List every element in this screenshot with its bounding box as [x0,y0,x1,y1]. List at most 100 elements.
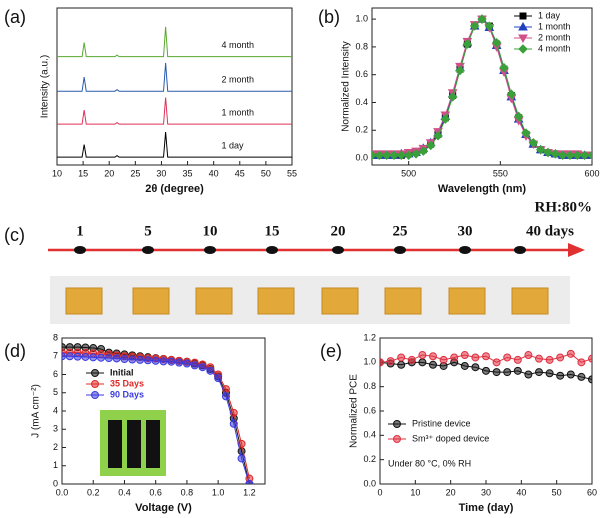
timeline-label: 5 [144,223,152,239]
y-tick-label: 6 [53,369,58,379]
legend-label: Pristine device [412,418,471,428]
data-marker [198,363,207,372]
x-tick-label: 0 [377,487,382,497]
data-marker [518,21,528,31]
data-marker [460,361,469,370]
data-marker [128,355,137,364]
timeline-label: 1 [76,223,84,239]
device-photo [100,410,166,476]
timeline-label: 30 [458,223,473,239]
y-axis-label: Normalized Intensity [341,41,352,132]
data-marker [588,354,592,363]
data-marker [535,368,543,377]
data-marker [81,352,90,361]
x-tick-label: 20 [104,168,114,178]
x-axis-label: Wavelength (nm) [438,183,527,195]
y-tick-label: 0.0 [363,478,376,488]
data-marker [397,353,406,362]
plot-frame [371,7,593,166]
data-marker [518,34,528,44]
y-tick-label: 3 [53,424,58,434]
data-marker [528,138,539,148]
timeline-dot [266,246,278,254]
y-axis-label: Normalized PCE [349,374,360,448]
annotation: Under 80 °C, 0% RH [388,458,471,468]
data-marker [556,371,565,380]
data-marker [492,358,501,367]
y-tick-label: 4 [53,405,58,415]
panel-label: (b) [318,7,340,27]
film-photo [65,287,103,315]
data-marker [175,358,184,367]
series-label: 4 month [222,40,255,50]
film-photo [448,287,486,315]
timeline-dot [74,246,86,254]
timeline-dot [514,246,526,254]
data-marker [572,150,583,160]
y-tick-label: 0.2 [363,454,376,464]
data-marker [143,356,152,365]
data-marker [469,21,480,31]
data-marker [151,356,160,365]
y-axis-label: Intensity (a.u.) [40,55,51,118]
data-marker [556,353,565,362]
film-photo [511,287,549,315]
y-tick-label: 2 [53,442,58,452]
data-marker [396,150,407,160]
data-marker [62,352,66,361]
x-tick-label: 25 [130,168,140,178]
photo-electrode [146,420,160,468]
data-marker [120,354,129,363]
data-marker [482,352,490,361]
timeline-label: 40 days [526,223,574,239]
x-axis-label: 2θ (degree) [145,183,204,195]
data-line [57,131,292,158]
data-marker [91,391,99,399]
data-marker [374,150,385,160]
data-line [57,97,292,125]
photo-electrode [127,420,141,468]
data-marker [418,351,427,360]
data-marker [577,372,586,381]
data-marker [112,354,121,363]
x-tick-label: 35 [183,168,193,178]
x-tick-label: 1.2 [243,487,256,497]
x-tick-label: 50 [261,168,271,178]
data-marker [397,360,406,369]
film-photo [321,287,359,315]
x-tick-label: 40 [516,487,526,497]
data-marker [91,380,99,388]
data-marker [393,420,401,428]
x-tick-label: 10 [52,168,62,178]
data-marker [403,150,414,160]
panel-label: (c) [4,225,25,245]
data-marker [411,149,421,159]
data-marker [407,355,416,364]
series-label: 1 day [222,141,245,151]
x-axis-label: Time (day) [459,502,514,514]
y-tick-label: 0.4 [363,430,376,440]
x-tick-label: 0.4 [118,487,131,497]
data-marker [513,111,524,122]
x-tick-label: 600 [584,168,599,178]
legend-label: 35 Days [110,378,144,388]
plot-frame [56,7,293,166]
data-marker [518,44,528,54]
data-line [57,62,292,92]
data-marker [418,146,429,156]
timeline-dot [142,246,154,254]
data-marker [206,366,215,375]
timeline-label: 25 [393,223,408,239]
data-marker [455,65,465,76]
legend-label: Initial [110,367,134,377]
y-tick-label: 1.0 [363,357,376,367]
plot-area [57,26,292,158]
legend-label: 2 month [538,32,571,42]
x-tick-label: 55 [287,168,297,178]
data-marker [471,363,480,372]
data-marker [524,370,533,379]
data-marker [557,150,568,160]
panel-label: (a) [4,7,26,27]
data-marker [535,354,543,363]
x-tick-label: 45 [235,168,245,178]
